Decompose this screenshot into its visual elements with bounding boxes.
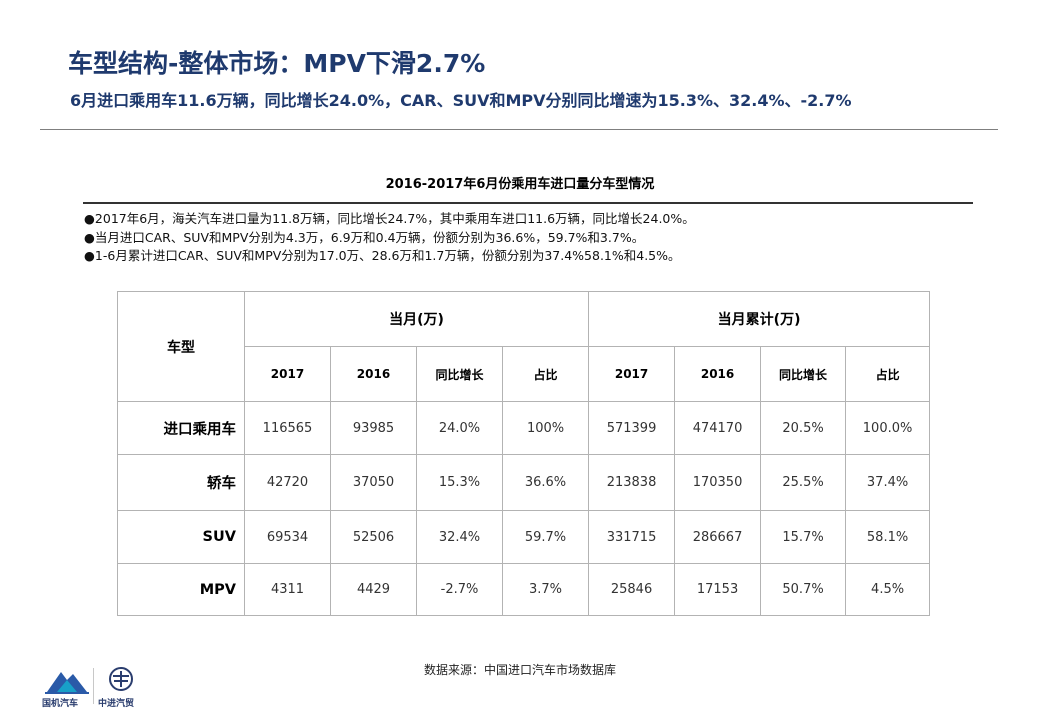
table-cell: 331715 [588, 510, 676, 564]
table-subheader-row: 2017 2016 同比增长 占比 2017 2016 同比增长 占比 [118, 346, 931, 402]
row-label: 轿车 [117, 454, 245, 511]
table-cell: 50.7% [760, 563, 847, 616]
table-cell: 15.3% [416, 454, 503, 511]
table-cell: 25846 [588, 563, 676, 616]
table-cell: 37.4% [845, 454, 931, 511]
logo-right-text: 中进汽贸 [98, 699, 135, 709]
group-header-month: 当月(万) [243, 291, 590, 347]
table-cell: 25.5% [760, 454, 847, 511]
table-cell: 69534 [244, 510, 331, 564]
table-title-divider [83, 202, 973, 204]
table-cell: 59.7% [501, 510, 590, 564]
page-title: 车型结构-整体市场：MPV下滑2.7% [68, 49, 486, 78]
table-cell: 36.6% [501, 454, 590, 511]
subheader-cell: 占比 [845, 346, 931, 402]
row-label: SUV [117, 510, 245, 564]
circle-emblem-icon [109, 667, 133, 691]
table-header-row: 车型 当月(万) 当月累计(万) [117, 291, 931, 402]
subheader-cell: 同比增长 [760, 346, 847, 402]
row-label: MPV [117, 563, 245, 616]
sinomach-auto-logo: 国机汽车 [42, 668, 92, 709]
table-cell: 4429 [330, 563, 417, 616]
logo-separator [93, 668, 94, 704]
subheader-cell: 2016 [330, 346, 417, 402]
table-cell: -2.7% [416, 563, 503, 616]
subheader-cell: 占比 [501, 346, 590, 402]
table-cell: 58.1% [845, 510, 931, 564]
table-cell: 20.5% [760, 401, 847, 455]
mountain-logo-icon [45, 672, 89, 694]
table-cell: 286667 [674, 510, 762, 564]
table-cell: 213838 [588, 454, 676, 511]
table-cell: 100.0% [845, 401, 931, 455]
table-cell: 32.4% [416, 510, 503, 564]
subheader-cell: 2016 [674, 346, 762, 402]
bullet-list: ●2017年6月，海关汽车进口量为11.8万辆，同比增长24.7%，其中乘用车进… [84, 210, 984, 266]
import-by-type-table: 车型 当月(万) 当月累计(万) 2017 2016 同比增长 占比 2017 … [117, 291, 931, 616]
table-cell: 116565 [244, 401, 331, 455]
table-cell: 4.5% [845, 563, 931, 616]
table-cell: 15.7% [760, 510, 847, 564]
table-cell: 24.0% [416, 401, 503, 455]
table-cell: 170350 [674, 454, 762, 511]
header-divider [40, 129, 998, 130]
subheader-cell: 同比增长 [416, 346, 503, 402]
table-cell: 93985 [330, 401, 417, 455]
bullet-item: ●2017年6月，海关汽车进口量为11.8万辆，同比增长24.7%，其中乘用车进… [84, 211, 695, 226]
table-cell: 474170 [674, 401, 762, 455]
table-cell: 571399 [588, 401, 676, 455]
table-cell: 100% [501, 401, 590, 455]
table-row: 进口乘用车 116565 93985 24.0% 100% 571399 474… [117, 401, 931, 455]
table-cell: 4311 [244, 563, 331, 616]
subheader-cell: 2017 [588, 346, 676, 402]
logo-left-text: 国机汽车 [42, 699, 79, 709]
bullet-item: ●当月进口CAR、SUV和MPV分别为4.3万，6.9万和0.4万辆，份额分别为… [84, 229, 645, 245]
table-cell: 52506 [330, 510, 417, 564]
bullet-item: ●1-6月累计进口CAR、SUV和MPV分别为17.0万、28.6万和1.7万辆… [84, 248, 681, 263]
cntic-logo: 中进汽贸 [96, 666, 146, 709]
table-cell: 37050 [330, 454, 417, 511]
row-label: 进口乘用车 [117, 401, 245, 455]
table-cell: 17153 [674, 563, 762, 616]
subheader-cell: 2017 [244, 346, 331, 402]
group-header-cumulative: 当月累计(万) [588, 291, 931, 347]
data-source-note: 数据来源：中国进口汽车市场数据库 [423, 663, 616, 677]
table-row: 轿车 42720 37050 15.3% 36.6% 213838 170350… [117, 454, 931, 511]
col-header-type: 车型 [117, 291, 245, 402]
table-title: 2016-2017年6月份乘用车进口量分车型情况 [385, 177, 655, 192]
page-subtitle: 6月进口乘用车11.6万辆，同比增长24.0%，CAR、SUV和MPV分别同比增… [70, 91, 852, 110]
table-cell: 3.7% [501, 563, 590, 616]
table-row: SUV 69534 52506 32.4% 59.7% 331715 28666… [117, 510, 931, 564]
table-row: MPV 4311 4429 -2.7% 3.7% 25846 17153 50.… [117, 563, 931, 616]
table-cell: 42720 [244, 454, 331, 511]
